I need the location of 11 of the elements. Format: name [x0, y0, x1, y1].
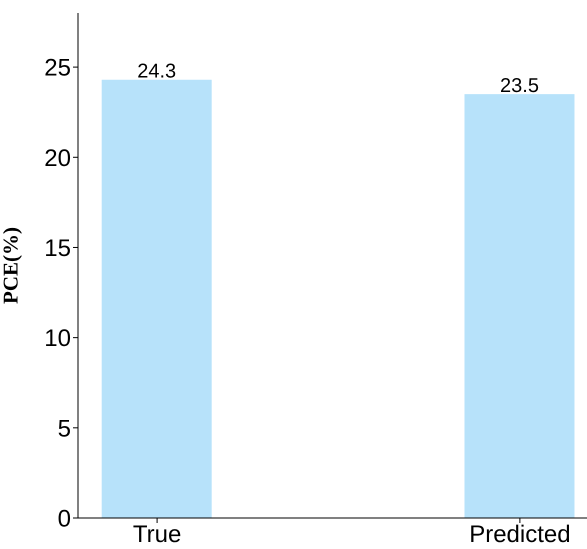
y-tick-label: 0: [58, 506, 71, 533]
y-tick-label: 20: [44, 144, 71, 172]
y-tick-label: 15: [44, 234, 71, 262]
x-tick-label: Predicted: [469, 521, 571, 548]
y-axis-title: PCE(%): [0, 227, 22, 304]
y-tick-label: 10: [44, 325, 71, 352]
x-tick-label: True: [132, 521, 182, 548]
y-tick-label: 25: [44, 54, 71, 82]
y-tick-label: 5: [58, 415, 71, 442]
data-label: 23.5: [500, 75, 539, 98]
data-label: 24.3: [137, 60, 176, 83]
